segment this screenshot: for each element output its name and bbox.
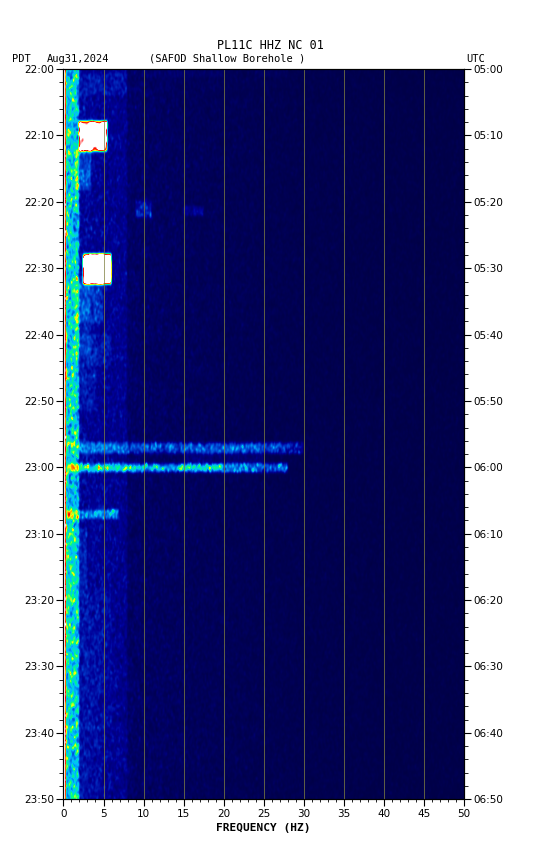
Text: UTC: UTC bbox=[466, 54, 485, 64]
Text: PL11C HHZ NC 01: PL11C HHZ NC 01 bbox=[217, 39, 324, 52]
Text: Aug31,2024: Aug31,2024 bbox=[47, 54, 109, 64]
Text: (SAFOD Shallow Borehole ): (SAFOD Shallow Borehole ) bbox=[149, 54, 305, 64]
X-axis label: FREQUENCY (HZ): FREQUENCY (HZ) bbox=[216, 823, 311, 833]
Text: PDT: PDT bbox=[12, 54, 31, 64]
